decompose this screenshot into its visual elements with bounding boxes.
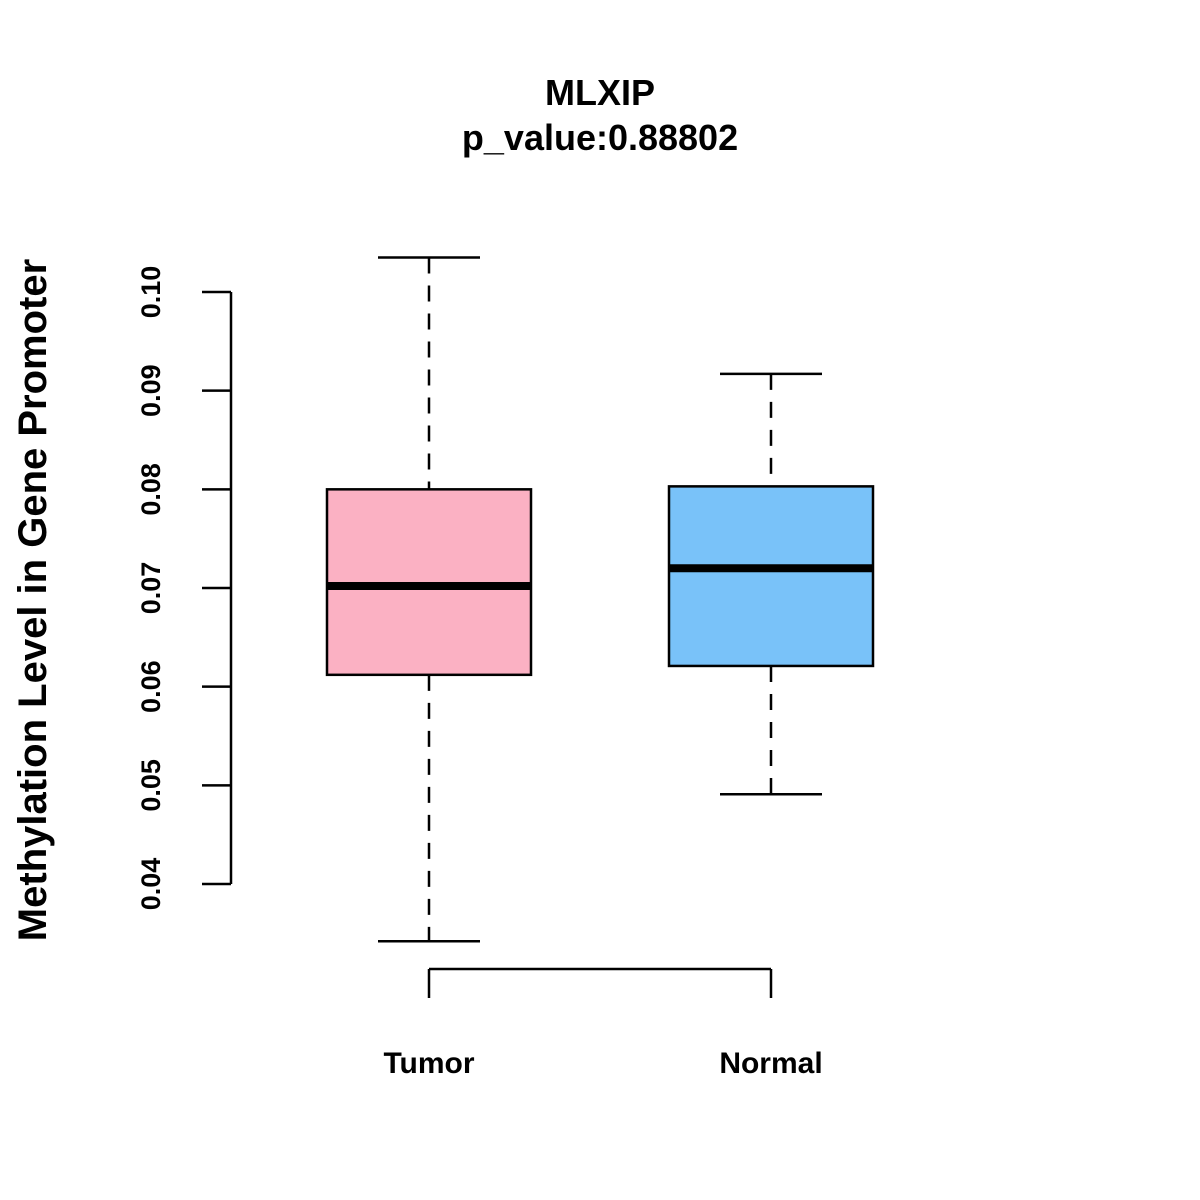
y-tick-label: 0.06 <box>136 660 166 713</box>
x-tick-label: Normal <box>719 1047 822 1080</box>
chart-subtitle: p_value:0.88802 <box>462 117 738 158</box>
y-axis-label: Methylation Level in Gene Promoter <box>11 259 55 941</box>
y-tick-label: 0.04 <box>136 858 166 911</box>
box-normal <box>667 372 875 796</box>
boxes <box>325 256 875 943</box>
x-tick-label: Tumor <box>383 1047 474 1080</box>
iqr-box <box>667 485 875 668</box>
y-tick-label: 0.05 <box>136 759 166 812</box>
y-tick-label: 0.08 <box>136 463 166 516</box>
y-axis: 0.04 0.05 0.06 0.07 0.08 0.09 0.10 <box>136 266 233 911</box>
y-tick-label: 0.09 <box>136 364 166 417</box>
y-tick-label: 0.07 <box>136 562 166 615</box>
x-axis: Tumor Normal <box>383 967 823 1080</box>
box-tumor <box>325 256 533 943</box>
chart-title: MLXIP <box>545 72 655 113</box>
y-tick-label: 0.10 <box>136 266 166 319</box>
